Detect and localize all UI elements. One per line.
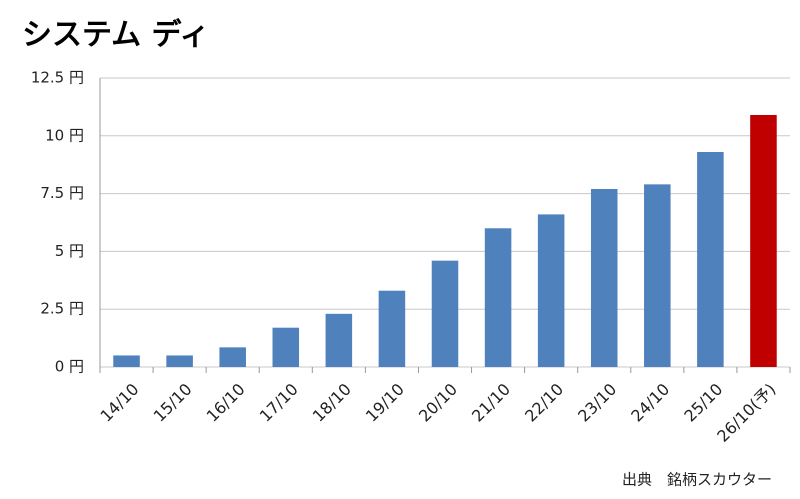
x-tick-label: 15/10 [150, 380, 196, 426]
bar [113, 355, 140, 367]
bar [431, 260, 459, 367]
source-note: 出典 銘柄スカウター [622, 471, 772, 489]
x-tick-label: 22/10 [521, 380, 567, 426]
bar [750, 114, 777, 367]
x-tick-label: 26/10(予) [713, 380, 779, 446]
x-tick-label: 17/10 [256, 380, 302, 426]
bar [537, 214, 565, 367]
x-tick-label: 24/10 [627, 380, 673, 426]
bar [219, 347, 246, 367]
bar [644, 184, 671, 367]
x-tick-label: 23/10 [574, 380, 620, 426]
x-tick-label: 25/10 [680, 380, 726, 426]
x-tick-label: 19/10 [362, 380, 408, 426]
y-tick-label: 12.5 円 [31, 69, 84, 87]
y-tick-label: 0 円 [55, 358, 84, 376]
y-tick-label: 2.5 円 [40, 300, 84, 318]
y-tick-label: 10 円 [45, 126, 84, 144]
bar [325, 313, 353, 367]
bar [590, 188, 618, 367]
x-tick-label: 21/10 [468, 380, 514, 426]
y-tick-label: 7.5 円 [40, 184, 84, 202]
bar [272, 327, 300, 367]
bar [166, 355, 193, 367]
chart-title: システム ディ [22, 18, 209, 53]
x-tick-label: 16/10 [203, 380, 249, 426]
x-tick-label: 18/10 [309, 380, 355, 426]
x-tick-label: 14/10 [97, 380, 143, 426]
bar [484, 228, 512, 367]
bar [697, 151, 724, 367]
bar [378, 290, 406, 367]
y-tick-label: 5 円 [55, 242, 84, 260]
x-tick-label: 20/10 [415, 380, 461, 426]
